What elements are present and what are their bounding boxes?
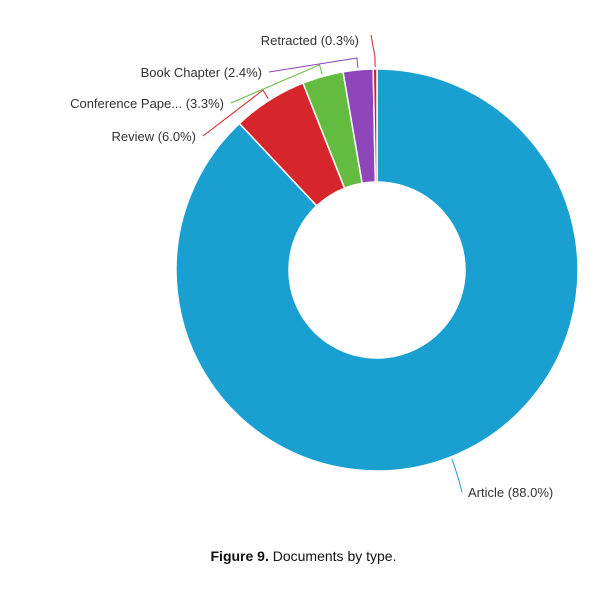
donut-chart: Article (88.0%) Review (6.0%) Conference P… xyxy=(70,33,579,500)
leader-lines xyxy=(202,34,463,493)
donut-slices xyxy=(175,68,579,472)
label-article: Article (88.0%) xyxy=(468,485,553,500)
leader-conference-pape xyxy=(230,64,323,104)
slice-article xyxy=(175,68,579,472)
label-review: Review (6.0%) xyxy=(111,129,196,144)
caption-text: Documents by type. xyxy=(268,548,397,564)
label-conference-pape: Conference Pape... (3.3%) xyxy=(70,96,224,111)
slice-labels: Article (88.0%) Review (6.0%) Conference P… xyxy=(70,33,553,500)
leader-review xyxy=(202,89,269,137)
leader-book-chapter xyxy=(268,57,359,73)
caption-label: Figure 9. xyxy=(210,548,269,564)
slice-retracted xyxy=(372,68,378,183)
leader-retracted xyxy=(370,34,376,68)
figure-caption: Figure 9. Documents by type. xyxy=(0,548,607,564)
label-book-chapter: Book Chapter (2.4%) xyxy=(141,65,262,80)
label-retracted: Retracted (0.3%) xyxy=(261,33,359,48)
leader-article xyxy=(451,458,463,493)
